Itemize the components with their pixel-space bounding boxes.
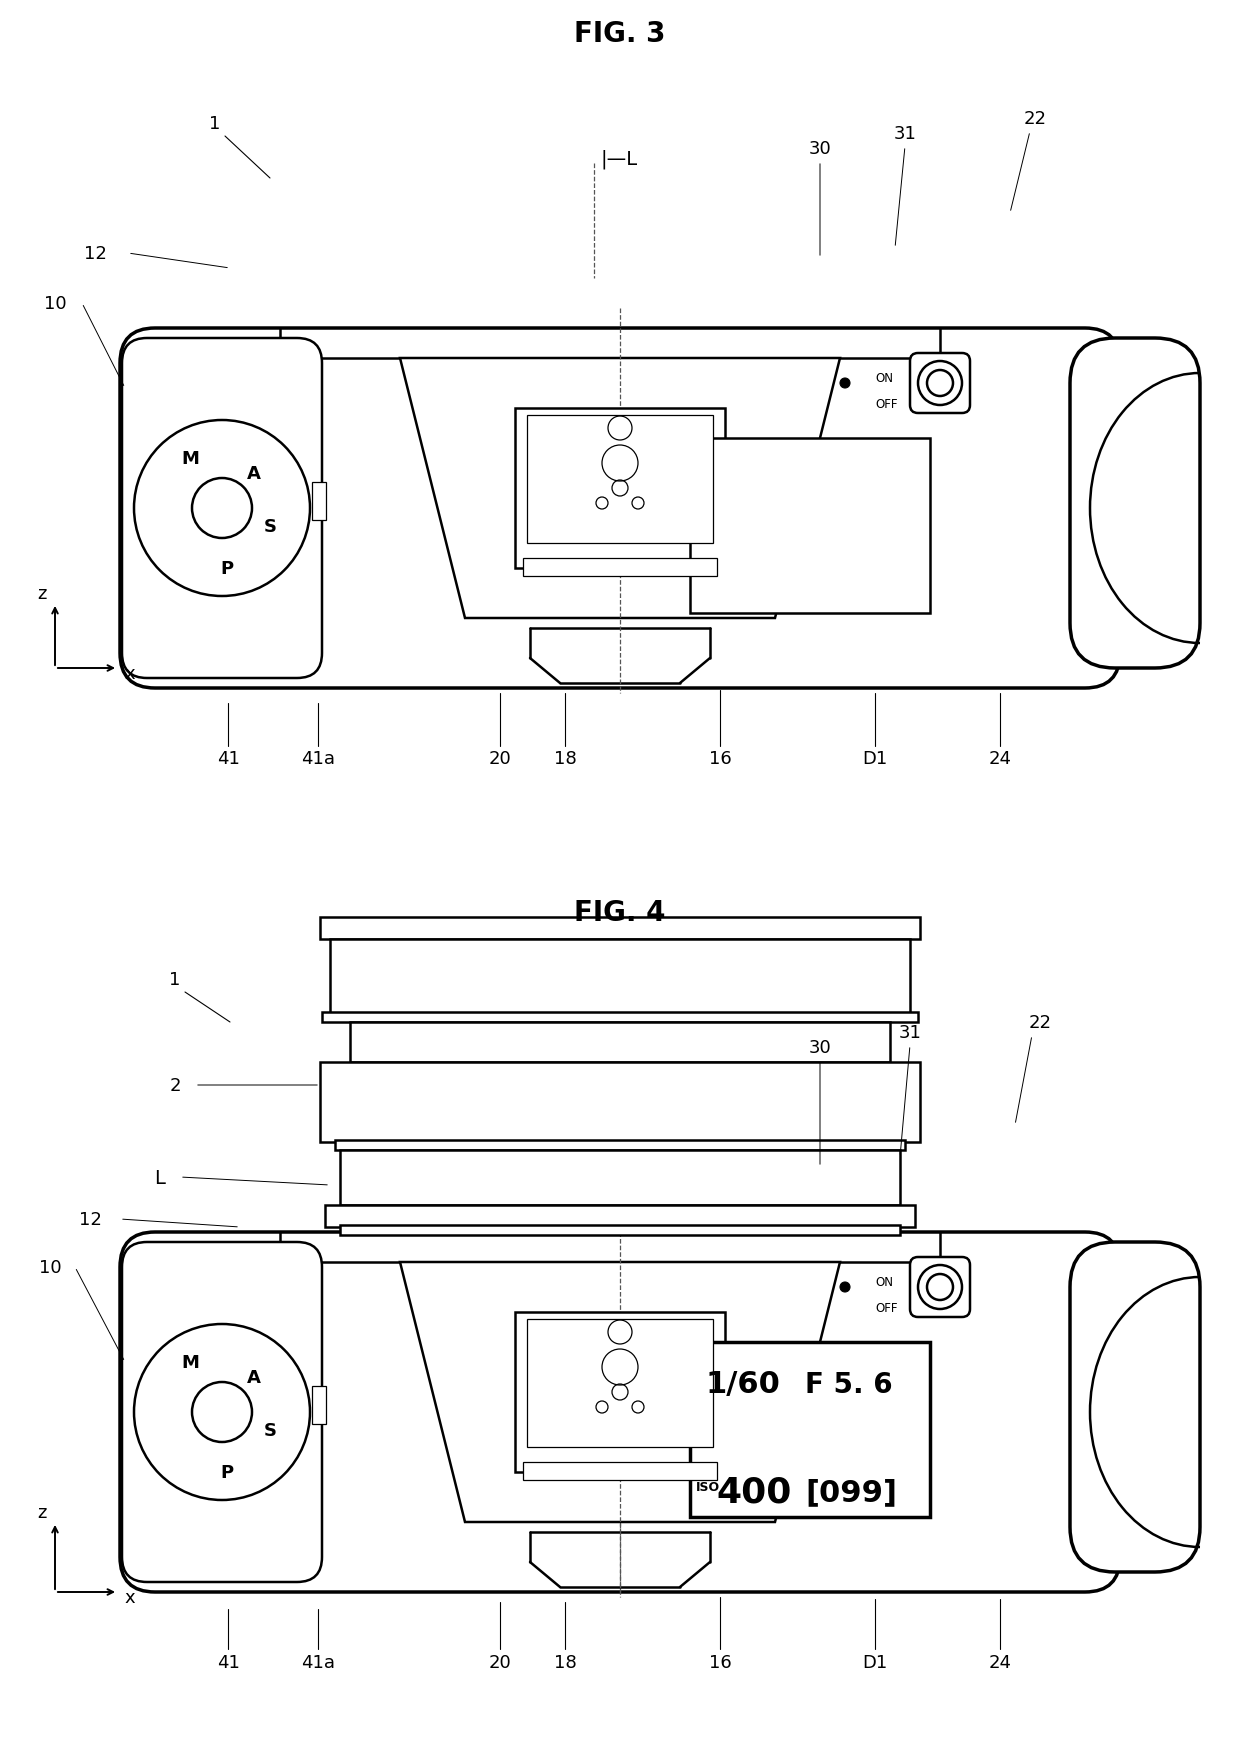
FancyBboxPatch shape [122,1242,322,1581]
Text: FIG. 3: FIG. 3 [574,19,666,47]
Text: M: M [181,450,198,467]
Bar [312,1386,326,1425]
Text: A: A [247,466,260,483]
Bar [320,1063,920,1142]
Text: 12: 12 [78,1211,102,1228]
Bar [340,1151,900,1205]
Bar [515,1312,725,1472]
Text: D1: D1 [862,750,888,768]
Text: 16: 16 [708,750,732,768]
Circle shape [928,371,954,397]
Bar [335,1140,905,1151]
FancyBboxPatch shape [120,1232,1120,1592]
FancyBboxPatch shape [1070,1242,1200,1573]
Text: S: S [264,1421,277,1439]
FancyBboxPatch shape [120,329,1120,689]
Text: OFF: OFF [875,1300,898,1314]
Text: 24: 24 [988,1653,1012,1671]
Text: 41a: 41a [301,750,335,768]
Bar [515,409,725,569]
Text: 22: 22 [1028,1014,1052,1031]
Text: FIG. 4: FIG. 4 [574,898,666,926]
Text: 1: 1 [170,970,181,989]
Bar [280,329,940,358]
Text: 31: 31 [899,1023,921,1042]
Bar [322,1012,918,1023]
FancyBboxPatch shape [1070,339,1200,669]
Circle shape [839,1283,849,1291]
Circle shape [192,478,252,539]
Text: 18: 18 [553,1653,577,1671]
Text: 10: 10 [38,1258,61,1276]
Text: L: L [155,1168,165,1186]
Text: 41: 41 [217,1653,239,1671]
Circle shape [918,362,962,406]
Polygon shape [401,1262,839,1522]
Text: 30: 30 [808,1038,831,1056]
Text: 10: 10 [43,295,66,313]
Text: 41a: 41a [301,1653,335,1671]
Text: z: z [37,1504,47,1522]
Text: 30: 30 [808,141,831,158]
Text: 18: 18 [553,750,577,768]
Bar [325,1205,915,1228]
Text: A: A [247,1369,260,1386]
Bar [340,1225,900,1235]
Text: ON: ON [875,372,893,385]
Bar [350,1023,890,1063]
Text: 20: 20 [489,750,511,768]
Text: 24: 24 [988,750,1012,768]
Circle shape [839,380,849,388]
Text: D1: D1 [862,1653,888,1671]
FancyBboxPatch shape [910,1258,970,1318]
Text: 20: 20 [489,1653,511,1671]
Bar [330,940,910,1014]
Circle shape [134,1325,310,1500]
Text: 16: 16 [708,1653,732,1671]
Bar [527,1320,713,1448]
Text: 1: 1 [210,114,221,134]
Text: P: P [221,1464,233,1481]
Circle shape [928,1274,954,1300]
Bar [523,559,717,576]
Text: 22: 22 [1023,111,1047,128]
Text: x: x [125,664,135,683]
Text: F 5. 6: F 5. 6 [805,1370,893,1399]
Circle shape [192,1383,252,1442]
Circle shape [134,420,310,597]
Bar [689,1342,930,1516]
Text: 12: 12 [83,244,107,264]
Text: S: S [264,518,277,536]
Bar [689,439,930,613]
Text: 2: 2 [169,1077,181,1095]
Circle shape [918,1265,962,1309]
Bar [312,483,326,520]
FancyBboxPatch shape [122,339,322,678]
Text: [099]: [099] [805,1478,897,1508]
Text: M: M [181,1353,198,1370]
Text: 400: 400 [715,1476,791,1509]
Bar [527,416,713,543]
Bar [320,917,920,940]
Bar [280,1232,940,1262]
Polygon shape [401,358,839,618]
Text: x: x [125,1588,135,1606]
FancyBboxPatch shape [910,353,970,413]
Text: |—L: |—L [600,149,637,169]
Text: 41: 41 [217,750,239,768]
Text: ON: ON [875,1276,893,1290]
Text: 1/60: 1/60 [706,1370,780,1399]
Text: 31: 31 [894,125,916,142]
Text: P: P [221,560,233,578]
Text: z: z [37,585,47,603]
Bar [523,1462,717,1479]
Text: ISO: ISO [696,1481,720,1493]
Text: OFF: OFF [875,397,898,411]
